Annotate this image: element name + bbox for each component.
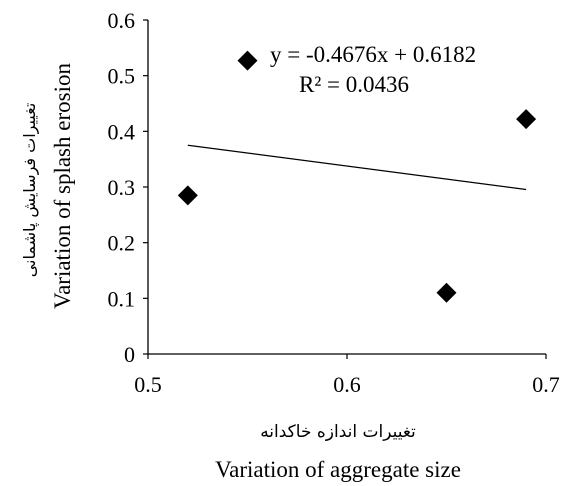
y-tick-label: 0.6 <box>108 8 136 33</box>
x-axis-label: Variation of aggregate size <box>215 457 461 482</box>
trendline <box>187 144 527 191</box>
y-axis-label-persian: تغییرات فرسایش پاشمانی <box>20 103 40 278</box>
data-point-2 <box>237 50 258 71</box>
x-axis-label-persian: تغییرات اندازه خاکدانه <box>260 422 416 442</box>
y-tick-label: 0 <box>124 342 135 367</box>
data-points <box>177 50 537 303</box>
axes <box>143 19 547 359</box>
trendline-r-squared: R² = 0.0436 <box>299 72 409 97</box>
tick-labels: 0 0.1 0.2 0.3 0.4 0.5 0.6 0.5 0.6 0.7 <box>108 8 560 397</box>
y-tick-label: 0.1 <box>108 286 136 311</box>
data-point-3 <box>436 282 457 303</box>
data-point-4 <box>516 109 537 130</box>
trendline-group <box>187 144 527 191</box>
x-tick-label: 0.5 <box>134 372 162 397</box>
x-tick-label: 0.6 <box>333 372 361 397</box>
x-tick-label: 0.7 <box>532 372 560 397</box>
y-axis-label: Variation of splash erosion <box>50 63 75 309</box>
y-tick-label: 0.5 <box>108 64 136 89</box>
y-tick-label: 0.2 <box>108 231 136 256</box>
y-tick-label: 0.4 <box>108 119 136 144</box>
y-tick-label: 0.3 <box>108 175 136 200</box>
trendline-equation: y = -0.4676x + 0.6182 <box>270 42 476 67</box>
data-point-1 <box>177 185 198 206</box>
